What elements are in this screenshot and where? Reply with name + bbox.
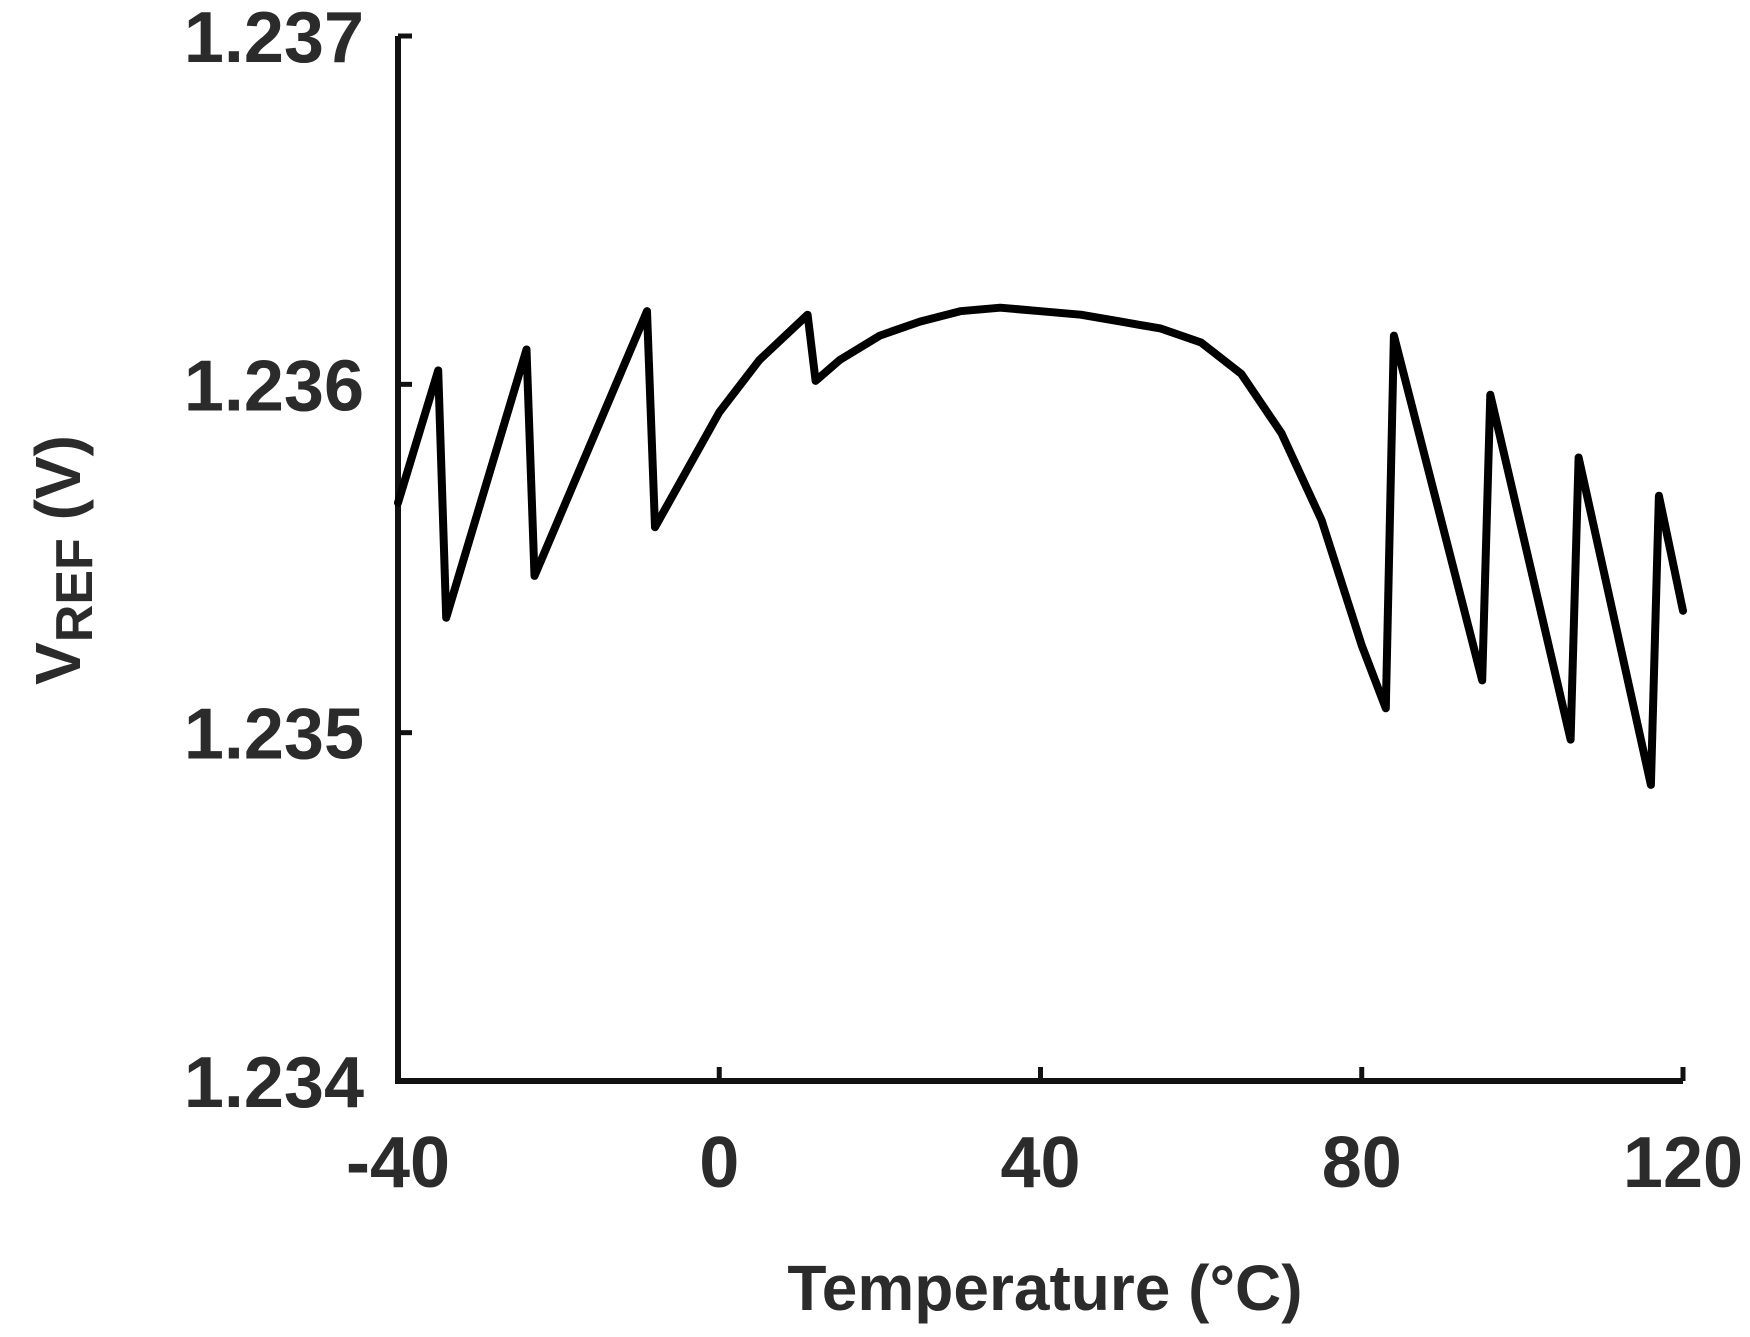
y-tick-label: 1.235 bbox=[184, 695, 364, 775]
x-tick-label: 40 bbox=[1000, 1123, 1080, 1203]
y-tick-label: 1.234 bbox=[184, 1043, 364, 1123]
x-tick-label: 120 bbox=[1623, 1123, 1743, 1203]
x-tick-label: 80 bbox=[1322, 1123, 1402, 1203]
y-axis-label: VREF (V) bbox=[22, 435, 104, 685]
y-tick-label: 1.236 bbox=[184, 346, 364, 426]
y-axis-label-unit: (V) bbox=[22, 435, 94, 538]
y-tick-label: 1.237 bbox=[184, 0, 364, 78]
y-tick-labels: 1.234 1.235 1.236 1.237 bbox=[184, 0, 364, 1123]
svg-text:VREF (V): VREF (V) bbox=[22, 435, 104, 685]
series-line bbox=[394, 303, 1687, 789]
y-axis-label-sub: REF bbox=[46, 538, 104, 642]
x-tick-label: 0 bbox=[699, 1123, 739, 1203]
x-axis-label: Temperature (°C) bbox=[787, 1252, 1302, 1324]
x-tick-labels: -40 0 40 80 120 bbox=[346, 1123, 1743, 1203]
x-tick-label: -40 bbox=[346, 1123, 450, 1203]
y-axis-label-main: V bbox=[22, 642, 94, 685]
axes-lines bbox=[395, 36, 1683, 1084]
